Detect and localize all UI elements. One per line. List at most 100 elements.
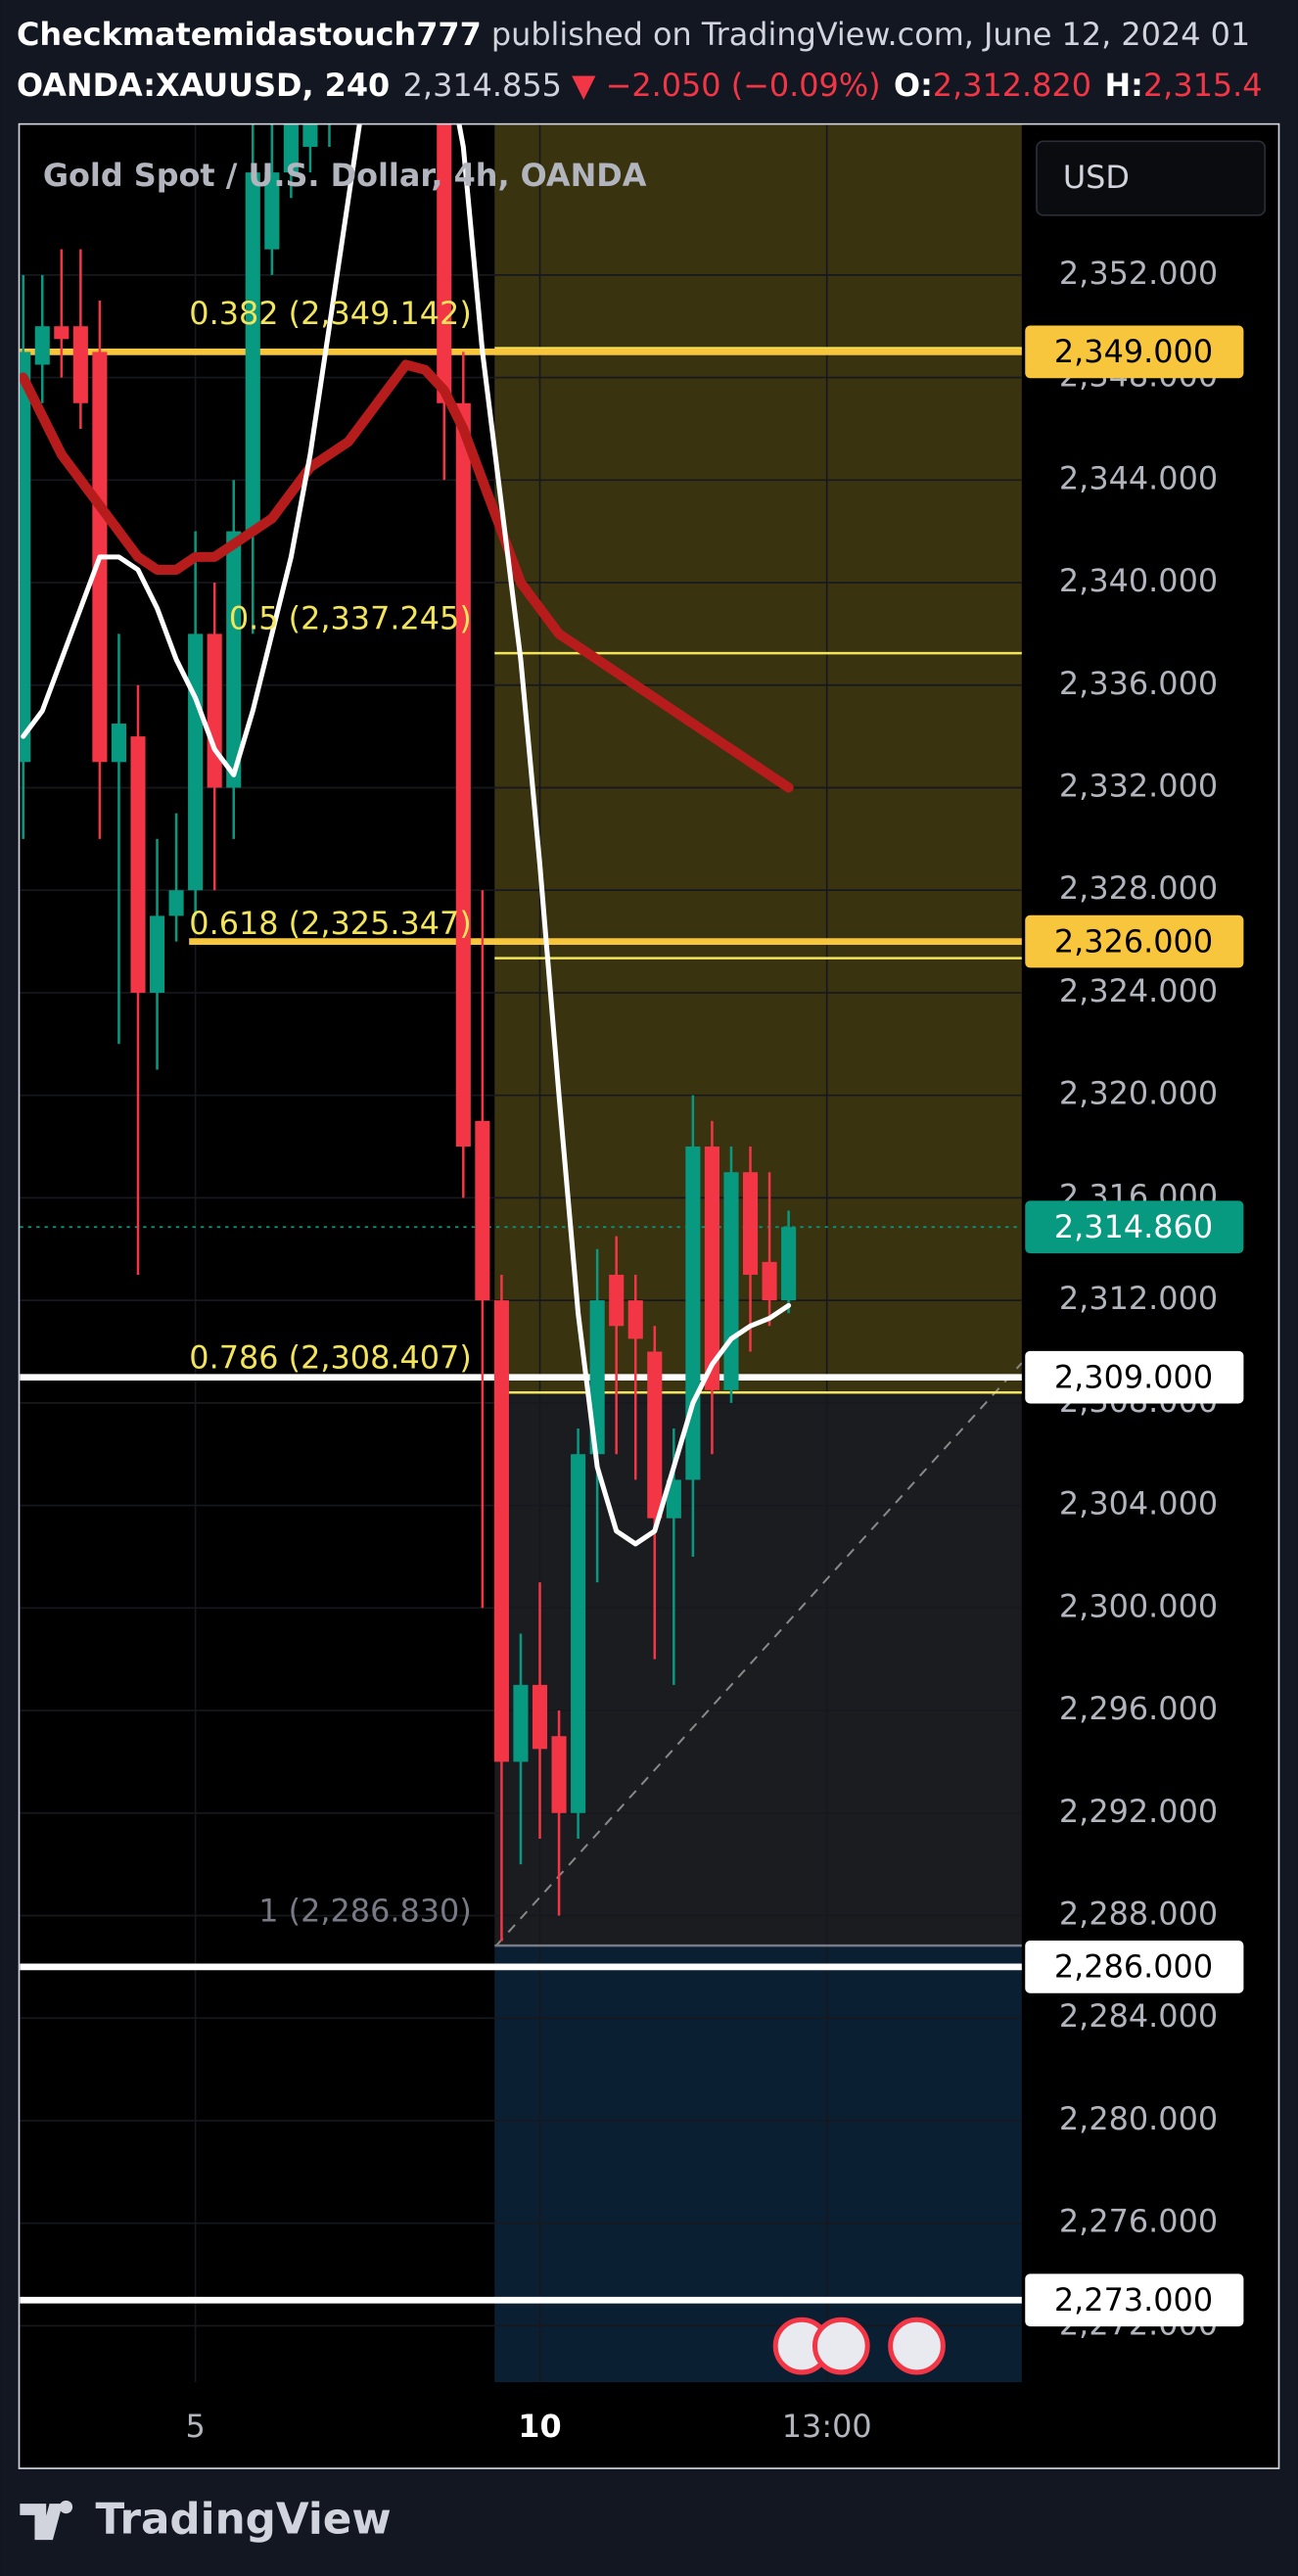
trend-line xyxy=(495,1362,1022,1946)
candle-body xyxy=(34,326,50,365)
candle-body xyxy=(283,124,299,173)
currency: USD xyxy=(1063,159,1130,196)
candle-body xyxy=(437,124,452,403)
candle-body xyxy=(188,633,204,891)
candle-body xyxy=(571,1454,586,1813)
price: 2,314.855 xyxy=(403,67,562,104)
candle-body xyxy=(226,531,242,788)
candle-body xyxy=(302,124,318,147)
candle-body xyxy=(647,1351,663,1519)
target-zone xyxy=(494,124,1022,1393)
y-tick-label: 2,336.000 xyxy=(1059,665,1218,702)
open: 2,312.820 xyxy=(933,67,1091,104)
price-badge xyxy=(1025,2273,1244,2327)
logo-mark xyxy=(20,2500,73,2541)
candle-body xyxy=(723,1172,739,1390)
candle-body xyxy=(704,1147,719,1390)
candle-body xyxy=(72,326,88,403)
price-badge-label: 2,349.000 xyxy=(1054,333,1213,370)
y-tick-label: 2,340.000 xyxy=(1059,562,1218,599)
published: published on TradingView.com, June 12, 2… xyxy=(482,16,1250,53)
stop-zone xyxy=(494,1945,1022,2383)
candle-body xyxy=(762,1261,777,1301)
candle-body xyxy=(532,1684,548,1750)
plot-area xyxy=(20,124,1022,2383)
price-badge-label: 2,314.860 xyxy=(1054,1208,1213,1245)
currency-button[interactable] xyxy=(1036,140,1267,216)
candle-body xyxy=(551,1736,567,1813)
moving-average xyxy=(21,124,792,1547)
candle-body xyxy=(168,890,184,916)
event-flags xyxy=(772,2317,946,2375)
y-tick-label: 2,320.000 xyxy=(1059,1075,1218,1112)
price-badge-label: 2,309.000 xyxy=(1054,1358,1213,1395)
candle-body xyxy=(207,633,222,788)
x-tick-label: 5 xyxy=(185,2408,205,2445)
candle-body xyxy=(264,172,280,250)
candle-body xyxy=(54,326,70,340)
y-tick-label: 2,296.000 xyxy=(1059,1690,1218,1727)
logo: TradingView xyxy=(20,2496,392,2545)
candle-body xyxy=(609,1274,625,1327)
price-badge-label: 2,286.000 xyxy=(1054,1948,1213,1986)
overlay: 5 10 13:00 0.382 (2,349.142) 0.5 (2,337.245)… xyxy=(185,255,1244,2445)
author: Checkmatemidastouch777 xyxy=(17,16,482,53)
candle-body xyxy=(149,915,165,993)
change: ▼ −2.050 (−0.09%) xyxy=(572,67,881,104)
y-tick-label: 2,328.000 xyxy=(1059,869,1218,907)
candle-body xyxy=(475,1120,490,1301)
price-badge xyxy=(1025,325,1244,379)
symbol: OANDA:XAUUSD, 240 xyxy=(17,67,390,104)
y-tick-label: 2,312.000 xyxy=(1059,1280,1218,1317)
y-tick-label: 2,276.000 xyxy=(1059,2203,1218,2240)
candle-body xyxy=(493,1300,509,1762)
candle-body xyxy=(130,736,146,993)
x-tick-label: 13:00 xyxy=(782,2408,872,2445)
high: 2,315.4 xyxy=(1143,67,1263,104)
candle-body xyxy=(685,1147,701,1480)
y-tick-label: 2,292.000 xyxy=(1059,1793,1218,1830)
fib-label: 1 (2,286.830) xyxy=(258,1893,472,1930)
price-badge-label: 2,273.000 xyxy=(1054,2281,1213,2318)
flag-icon[interactable] xyxy=(888,2317,946,2375)
y-tick-label: 2,332.000 xyxy=(1059,767,1218,804)
candle-body xyxy=(455,402,471,1147)
price-badge xyxy=(1025,1200,1244,1254)
price-badge xyxy=(1025,1350,1244,1404)
candle-body xyxy=(513,1684,529,1762)
x-tick-label: 10 xyxy=(518,2408,561,2445)
open-label: O: xyxy=(894,67,933,104)
fib-label: 0.618 (2,325.347) xyxy=(189,905,471,942)
candle-body xyxy=(627,1300,643,1339)
y-tick-label: 2,352.000 xyxy=(1059,255,1218,292)
y-tick-label: 2,280.000 xyxy=(1059,2100,1218,2137)
header-line-2: OANDA:XAUUSD, 240 2,314.855 ▼ −2.050 (−0.0… xyxy=(17,67,1263,104)
fib-label: 0.786 (2,308.407) xyxy=(189,1339,471,1377)
fib-label: 0.382 (2,349.142) xyxy=(189,295,471,332)
y-tick-label: 2,304.000 xyxy=(1059,1485,1218,1522)
candle-body xyxy=(589,1300,605,1455)
flag-icon[interactable] xyxy=(811,2317,870,2375)
chart-title: Gold Spot / U.S. Dollar, 4h, OANDA xyxy=(43,157,647,194)
candle-body xyxy=(666,1479,681,1519)
candle-body xyxy=(742,1172,759,1275)
candle-body xyxy=(781,1227,797,1301)
y-tick-label: 2,288.000 xyxy=(1059,1895,1218,1932)
price-badge xyxy=(1025,1941,1244,1993)
candle-body xyxy=(111,724,126,763)
price-badge xyxy=(1025,914,1244,968)
candle-body xyxy=(245,172,260,532)
candle-body xyxy=(20,351,31,763)
header-line-1: Checkmatemidastouch777 published on Trad… xyxy=(17,16,1250,53)
high-label: H: xyxy=(1104,67,1142,104)
y-tick-label: 2,344.000 xyxy=(1059,459,1218,496)
y-tick-label: 2,324.000 xyxy=(1059,972,1218,1009)
y-tick-label: 2,284.000 xyxy=(1059,1997,1218,2035)
y-tick-label: 2,300.000 xyxy=(1059,1587,1218,1624)
price-badge-label: 2,326.000 xyxy=(1054,922,1213,960)
brand: TradingView xyxy=(96,2496,392,2545)
fib-label: 0.5 (2,337.245) xyxy=(229,600,472,637)
moving-average xyxy=(20,359,794,793)
